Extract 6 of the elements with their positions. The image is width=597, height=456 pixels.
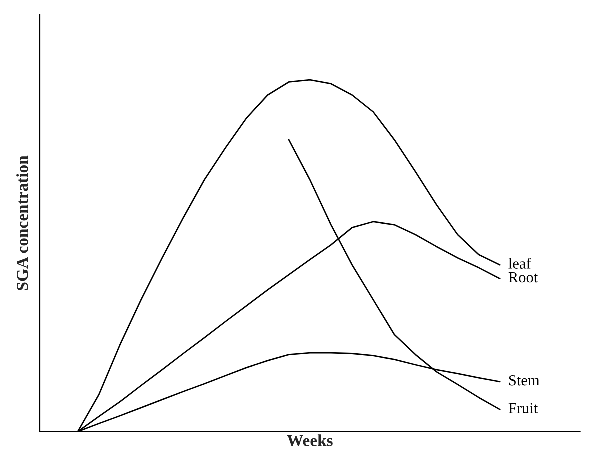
series-label: Root bbox=[508, 272, 538, 283]
y-axis-title: SGA concentration bbox=[16, 156, 28, 290]
x-axis-title: Weeks bbox=[287, 434, 333, 446]
series-label: Stem bbox=[509, 375, 540, 386]
series-label: leaf bbox=[508, 258, 532, 269]
series-label: Fruit bbox=[508, 403, 538, 414]
